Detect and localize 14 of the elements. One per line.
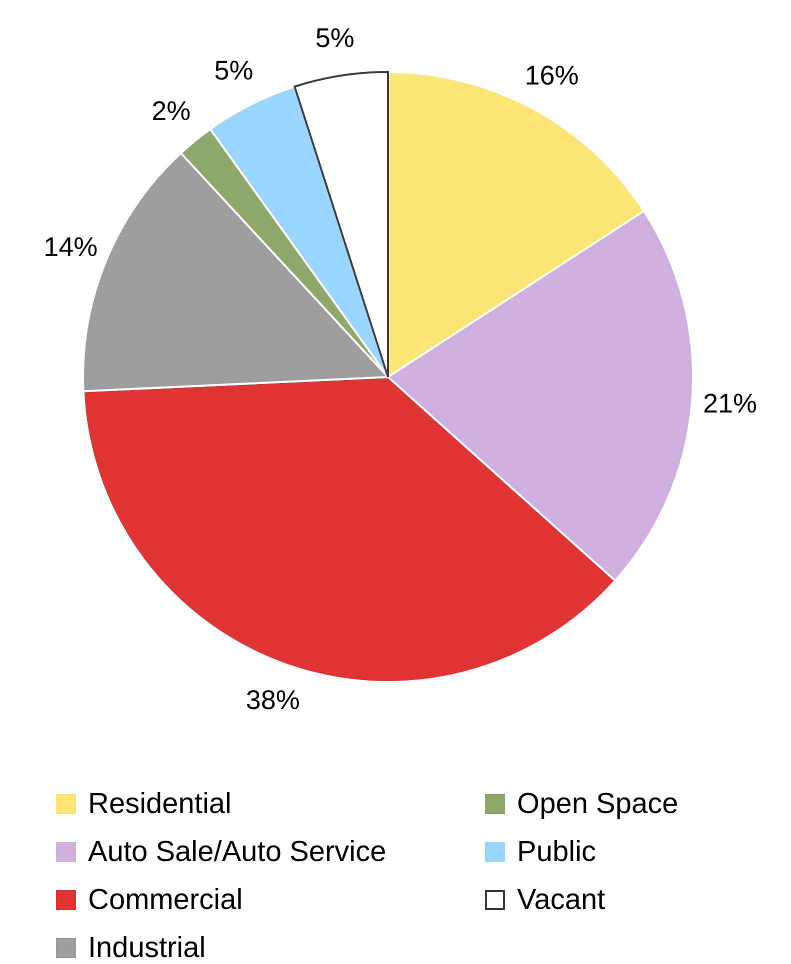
data-label: 16% [524,60,579,91]
data-label: 38% [246,685,300,716]
data-label: 2% [152,96,191,126]
legend-label: Residential [88,788,232,820]
legend-label: Public [517,836,596,868]
legend-label: Industrial [88,932,206,964]
data-label: 5% [315,23,354,54]
data-label: 21% [702,388,757,419]
legend-label: Auto Sale/Auto Service [88,836,386,868]
data-label: 14% [44,232,98,262]
legend-label: Open Space [517,788,678,820]
legend-label: Vacant [517,884,606,916]
data-label: 5% [214,56,254,86]
legend-label: Commercial [88,884,243,916]
